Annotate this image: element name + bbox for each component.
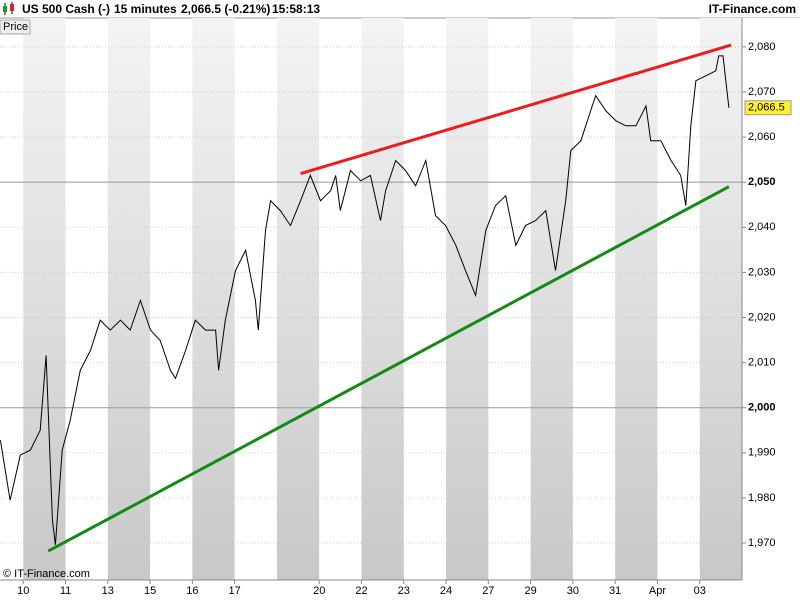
session-band [107, 18, 151, 580]
y-label: Price [3, 21, 28, 33]
y-tick-label: 2,060 [748, 131, 776, 143]
header-bar [0, 0, 800, 18]
instrument: US 500 Cash (-) [22, 2, 110, 16]
session-band [446, 18, 489, 580]
session-band [276, 18, 320, 580]
y-tick-label: 2,070 [748, 86, 776, 98]
price-line [0, 55, 730, 545]
y-tick-label: 1,990 [748, 447, 776, 459]
candle-icon [3, 2, 14, 15]
x-tick-label: 24 [440, 585, 452, 597]
x-tick-label: 30 [567, 585, 579, 597]
y-tick-label: 1,980 [748, 492, 776, 504]
x-tick-label: 13 [102, 585, 114, 597]
plot-area [0, 18, 742, 580]
y-tick-label: 2,010 [748, 357, 776, 369]
last-price-label: 2,066.5 [748, 102, 785, 114]
session-band [192, 18, 235, 580]
x-tick-label: 10 [17, 585, 29, 597]
last-price-box [744, 100, 792, 116]
x-tick-label: 20 [313, 585, 325, 597]
x-tick-label: 03 [694, 585, 706, 597]
brand: IT-Finance.com [709, 2, 796, 16]
session-band [530, 18, 573, 580]
y-tick-label: 2,050 [748, 176, 776, 188]
price-label-box [0, 19, 31, 35]
x-tick-label: Apr [649, 585, 666, 597]
y-tick-label: 2,040 [748, 221, 776, 233]
session-band [23, 18, 66, 580]
quote: 2,066.5 (-0.21%) [181, 2, 270, 16]
x-tick-label: 31 [609, 585, 621, 597]
x-tick-label: 15 [144, 585, 156, 597]
x-tick-label: 11 [60, 585, 71, 597]
x-tick-label: 22 [355, 585, 367, 597]
y-tick-label: 2,030 [748, 266, 776, 278]
session-band [699, 18, 742, 580]
y-tick-label: 2,020 [748, 311, 776, 323]
trend-line [47, 185, 730, 553]
y-tick-label: 2,000 [748, 402, 776, 414]
interval: 15 minutes [114, 2, 177, 16]
x-tick-label: 29 [524, 585, 536, 597]
y-tick-label: 2,080 [748, 41, 776, 53]
session-band [615, 18, 658, 580]
trend-line [300, 43, 732, 176]
copyright: © IT-Finance.com [3, 568, 90, 580]
x-tick-label: 16 [186, 585, 198, 597]
session-band [361, 18, 404, 580]
x-tick-label: 17 [229, 585, 241, 597]
time: 15:58:13 [272, 2, 320, 16]
x-tick-label: 27 [482, 585, 494, 597]
y-tick-label: 1,970 [748, 537, 776, 549]
x-tick-label: 23 [398, 585, 410, 597]
